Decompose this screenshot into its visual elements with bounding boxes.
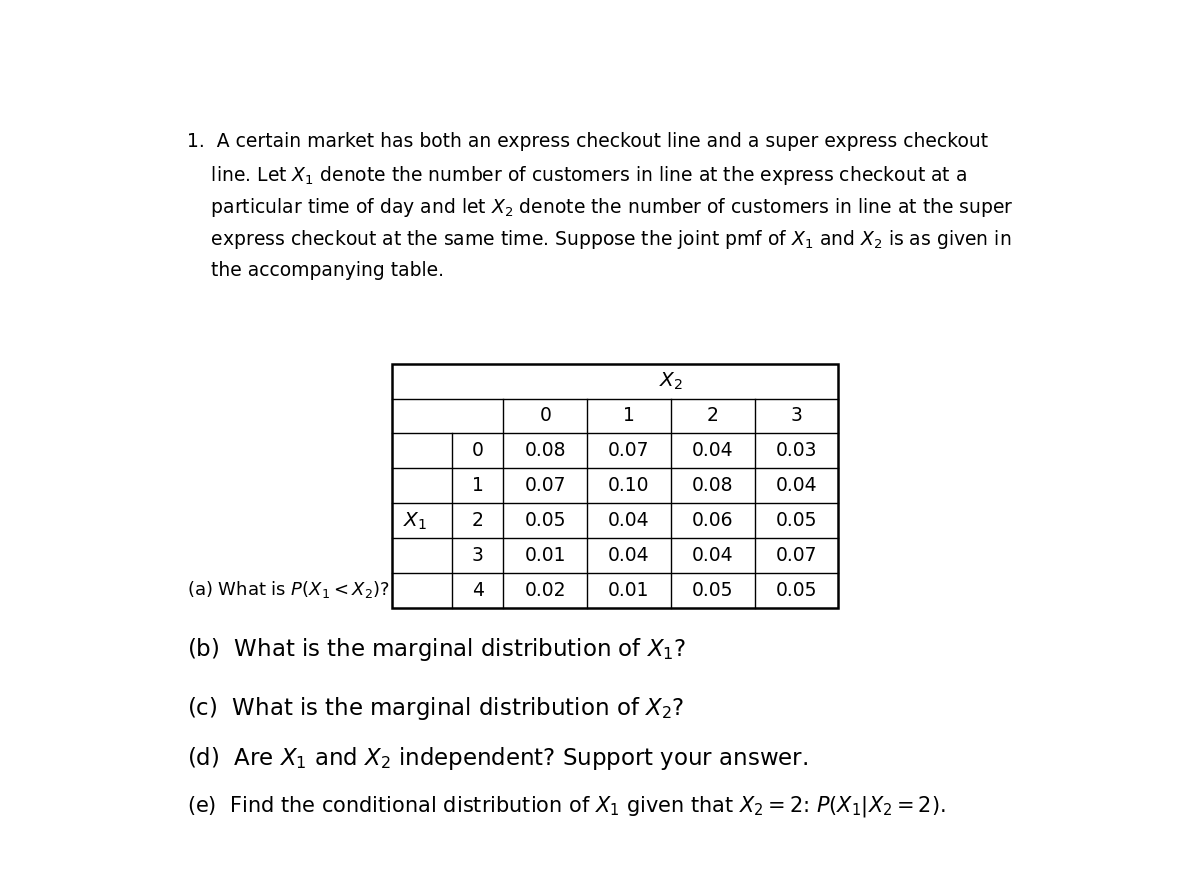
Text: (d)  Are $X_1$ and $X_2$ independent? Support your answer.: (d) Are $X_1$ and $X_2$ independent? Sup… — [187, 746, 809, 773]
Text: 0.04: 0.04 — [608, 546, 649, 566]
Text: 1: 1 — [623, 407, 635, 425]
Text: 0: 0 — [472, 442, 484, 460]
Text: express checkout at the same time. Suppose the joint pmf of $X_1$ and $X_2$ is a: express checkout at the same time. Suppo… — [187, 229, 1012, 251]
Text: 1.  A certain market has both an express checkout line and a super express check: 1. A certain market has both an express … — [187, 132, 989, 151]
Text: 0.02: 0.02 — [524, 581, 566, 601]
Text: 0: 0 — [539, 407, 551, 425]
Text: particular time of day and let $X_2$ denote the number of customers in line at t: particular time of day and let $X_2$ den… — [187, 196, 1014, 219]
Text: 4: 4 — [472, 581, 484, 601]
Text: (a) What is $P(X_1 < X_2)$?: (a) What is $P(X_1 < X_2)$? — [187, 579, 390, 600]
Text: 2: 2 — [707, 407, 719, 425]
Text: the accompanying table.: the accompanying table. — [187, 261, 444, 279]
Text: 3: 3 — [472, 546, 484, 566]
Text: $X_2$: $X_2$ — [659, 370, 683, 392]
Text: 0.05: 0.05 — [692, 581, 733, 601]
Text: line. Let $X_1$ denote the number of customers in line at the express checkout a: line. Let $X_1$ denote the number of cus… — [187, 164, 967, 187]
Text: 1: 1 — [472, 477, 484, 495]
Text: 0.04: 0.04 — [692, 442, 733, 460]
Text: 0.04: 0.04 — [608, 512, 649, 531]
Text: 0.07: 0.07 — [524, 477, 566, 495]
Text: 0.04: 0.04 — [692, 546, 733, 566]
Text: $X_1$: $X_1$ — [403, 510, 427, 532]
Text: 0.07: 0.07 — [608, 442, 649, 460]
Text: 0.03: 0.03 — [775, 442, 817, 460]
Text: (e)  Find the conditional distribution of $X_1$ given that $X_2 = 2$: $P(X_1|X_2: (e) Find the conditional distribution of… — [187, 794, 946, 819]
Text: 0.07: 0.07 — [775, 546, 817, 566]
Text: 0.05: 0.05 — [775, 581, 817, 601]
Text: 0.05: 0.05 — [524, 512, 566, 531]
Bar — [391, 363, 839, 608]
Text: (c)  What is the marginal distribution of $X_2$?: (c) What is the marginal distribution of… — [187, 695, 684, 722]
Text: 0.08: 0.08 — [692, 477, 733, 495]
Text: 0.01: 0.01 — [608, 581, 649, 601]
Text: 0.06: 0.06 — [692, 512, 733, 531]
Text: 0.05: 0.05 — [775, 512, 817, 531]
Text: 0.04: 0.04 — [775, 477, 817, 495]
Text: 0.10: 0.10 — [608, 477, 649, 495]
Text: 0.08: 0.08 — [524, 442, 566, 460]
Text: 0.01: 0.01 — [524, 546, 566, 566]
Text: (b)  What is the marginal distribution of $X_1$?: (b) What is the marginal distribution of… — [187, 636, 686, 663]
Text: 3: 3 — [791, 407, 803, 425]
Text: 2: 2 — [472, 512, 484, 531]
